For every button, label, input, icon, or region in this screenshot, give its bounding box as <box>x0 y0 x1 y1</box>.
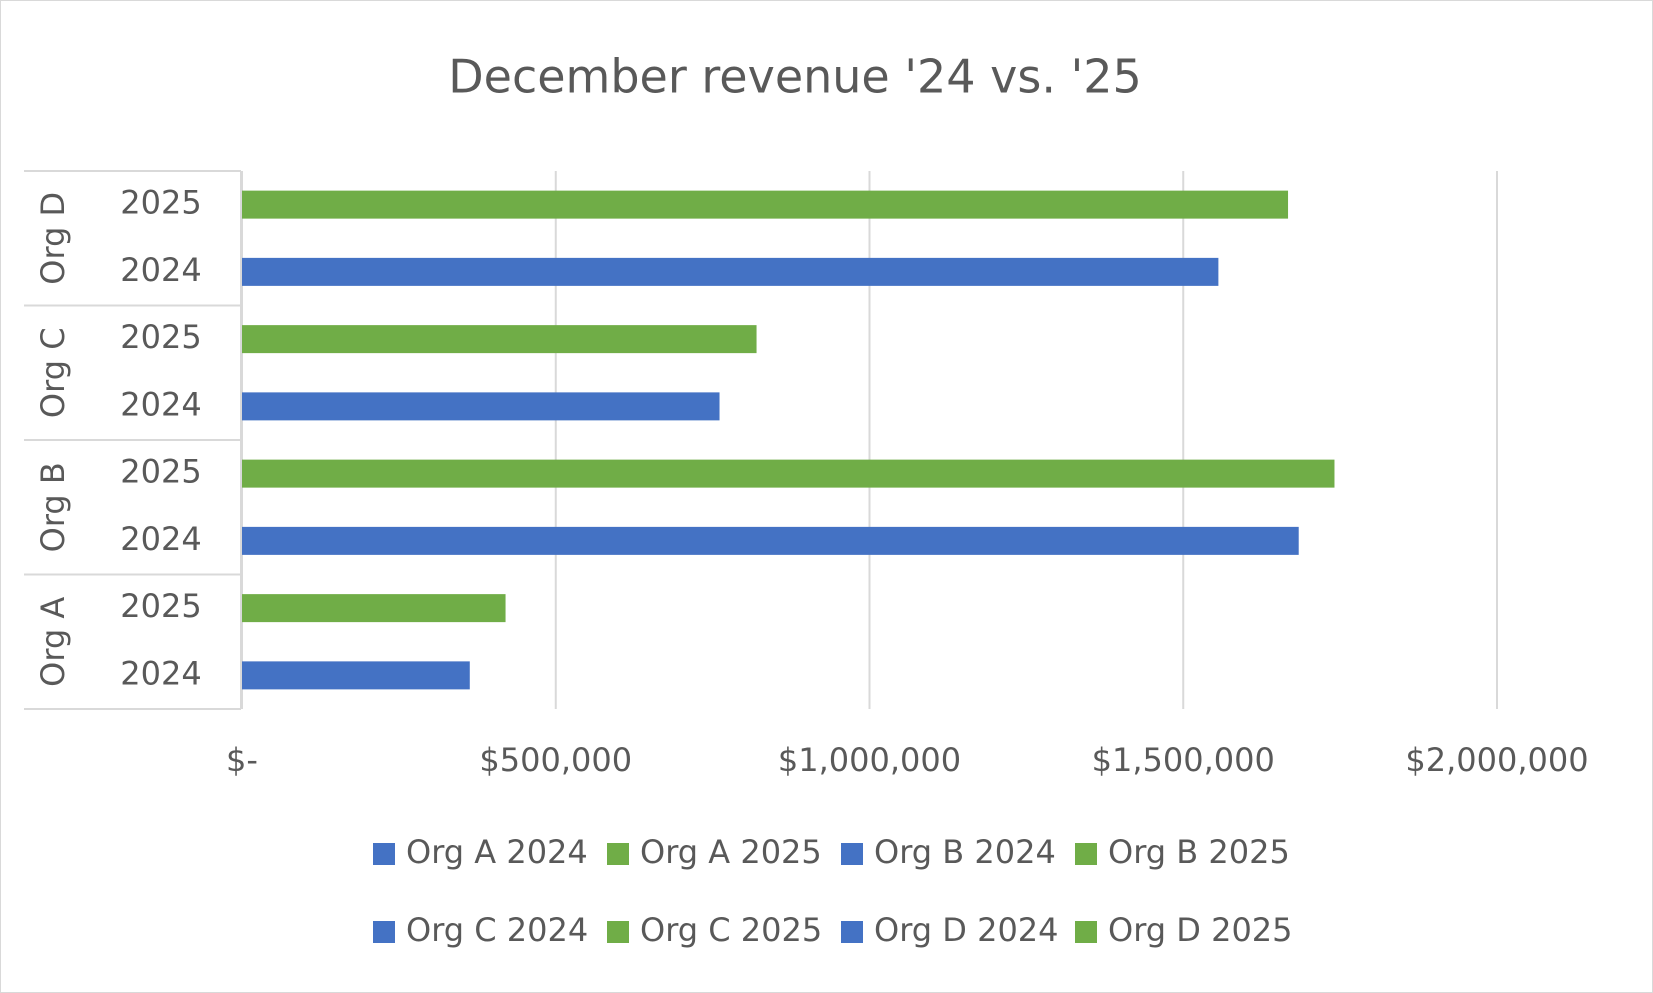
legend-label: Org C 2024 <box>406 911 588 949</box>
group-label: Org A <box>34 597 72 687</box>
legend-label: Org C 2025 <box>640 911 822 949</box>
bar <box>242 526 1299 555</box>
legend-label: Org A 2024 <box>406 833 588 871</box>
x-tick-label: $2,000,000 <box>1405 741 1588 779</box>
group-label: Org C <box>34 327 72 418</box>
y-tick-label: 2024 <box>120 654 201 692</box>
bar <box>242 459 1335 488</box>
legend-label: Org B 2024 <box>874 833 1056 871</box>
x-tick-label: $1,500,000 <box>1092 741 1275 779</box>
group-label: Org B <box>34 462 72 552</box>
y-tick-label: 2024 <box>120 385 201 423</box>
legend-label: Org A 2025 <box>640 833 822 871</box>
chart-title: December revenue '24 vs. '25 <box>448 50 1142 104</box>
y-tick-label: 2025 <box>120 587 201 625</box>
y-tick-label: 2024 <box>120 251 201 289</box>
bar <box>242 392 720 421</box>
y-tick-label: 2024 <box>120 520 201 558</box>
legend-swatch <box>841 843 863 865</box>
legend-swatch <box>607 921 629 943</box>
y-tick-label: 2025 <box>120 184 201 222</box>
bar <box>242 325 757 354</box>
legend-swatch <box>841 921 863 943</box>
y-tick-label: 2025 <box>120 318 201 356</box>
legend-swatch <box>373 921 395 943</box>
x-tick-label: $1,000,000 <box>778 741 961 779</box>
legend-label: Org D 2024 <box>874 911 1059 949</box>
x-tick-label: $500,000 <box>479 741 632 779</box>
bar <box>242 190 1289 219</box>
legend-swatch <box>373 843 395 865</box>
legend-swatch <box>607 843 629 865</box>
legend-swatch <box>1075 843 1097 865</box>
legend-label: Org D 2025 <box>1108 911 1293 949</box>
bar <box>242 594 506 623</box>
y-tick-label: 2025 <box>120 453 201 491</box>
bar <box>242 661 470 690</box>
legend-swatch <box>1075 921 1097 943</box>
group-label: Org D <box>34 192 72 285</box>
legend-label: Org B 2025 <box>1108 833 1290 871</box>
bar <box>242 257 1219 286</box>
x-tick-label: $- <box>226 741 258 779</box>
